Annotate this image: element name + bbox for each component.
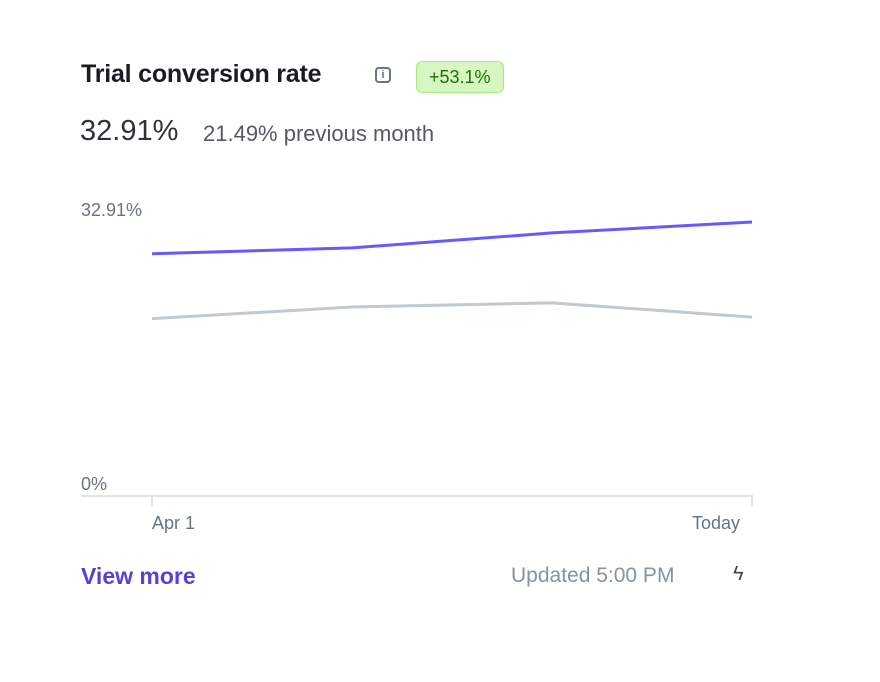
previous-value: 21.49% previous month [203,121,435,146]
lightning-icon: ϟ [733,563,744,585]
current-month-line [151,220,753,256]
card-title: Trial conversion rate [81,60,322,88]
change-badge: +53.1% [416,61,504,93]
x-tick-start: Apr 1 [152,513,196,533]
y-tick-max: 32.91% [81,200,143,220]
info-icon[interactable]: i [375,67,391,83]
x-tick-end: Today [692,513,741,533]
updated-timestamp: Updated 5:00 PM [511,564,675,587]
view-more-link[interactable]: View more [81,563,196,589]
previous-month-line [151,301,753,321]
current-value: 32.91% [80,115,179,147]
y-tick-zero: 0% [81,474,108,494]
